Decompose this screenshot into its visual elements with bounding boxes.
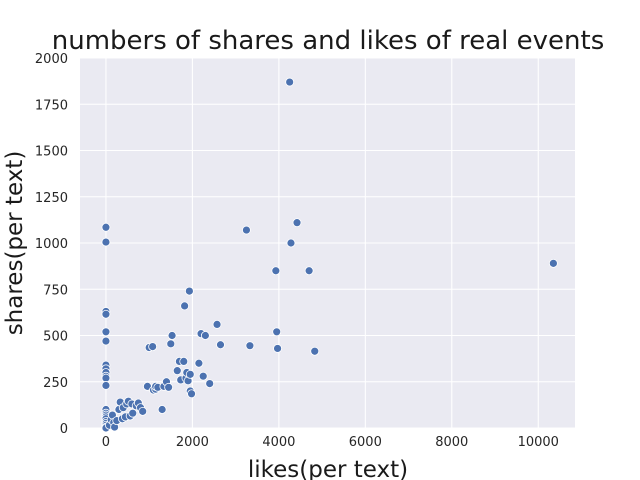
x-tick-label: 6000 [349,435,382,450]
data-point [194,358,204,368]
data-point [272,327,282,337]
data-point [101,373,111,383]
data-point [172,366,182,376]
data-point [138,406,148,416]
x-tick-label: 2000 [176,435,209,450]
data-point [184,286,194,296]
y-tick-label: 0 [60,422,68,437]
y-tick-label: 750 [43,283,68,298]
y-axis-ticks: 0 250 500 750 1000 1250 1500 1750 2000 [35,52,68,437]
data-point [101,336,111,346]
data-point [242,225,251,235]
data-point [548,258,558,268]
data-point [187,389,196,399]
data-point [180,301,190,311]
data-point [185,369,195,379]
y-axis-label: shares(per text) [2,151,28,336]
data-point [101,309,111,319]
y-tick-label: 2000 [35,52,68,67]
chart-title: numbers of shares and likes of real even… [52,26,605,56]
data-point [198,371,208,381]
y-tick-label: 250 [43,376,68,391]
x-tick-label: 10000 [518,435,559,450]
data-point [128,408,138,418]
data-point [273,344,282,353]
data-point [101,222,111,232]
x-axis-label: likes(per text) [248,457,408,480]
data-point [310,346,320,356]
x-axis-ticks: 0 2000 4000 6000 8000 10000 [102,435,559,450]
data-point [212,319,222,329]
data-point [271,266,281,276]
data-point [166,339,176,349]
data-point [157,405,167,414]
data-points [101,77,558,433]
data-point [101,237,111,247]
x-tick-label: 0 [102,435,110,450]
data-point [101,381,111,390]
data-point [101,327,111,337]
y-tick-label: 1000 [35,237,68,252]
y-tick-label: 500 [43,330,68,345]
data-point [167,331,177,340]
y-tick-label: 1500 [35,145,68,160]
data-point [216,340,225,350]
data-point [164,382,174,392]
data-point [200,331,210,340]
data-point [286,238,296,248]
y-tick-label: 1250 [35,191,68,206]
data-point [205,379,215,389]
x-tick-label: 8000 [435,435,468,450]
y-tick-label: 1750 [35,98,68,113]
data-point [304,266,314,276]
data-point [179,356,189,366]
x-tick-label: 4000 [262,435,295,450]
data-point [292,218,302,228]
data-point [285,77,295,87]
data-point [148,342,158,352]
data-point [245,341,255,351]
